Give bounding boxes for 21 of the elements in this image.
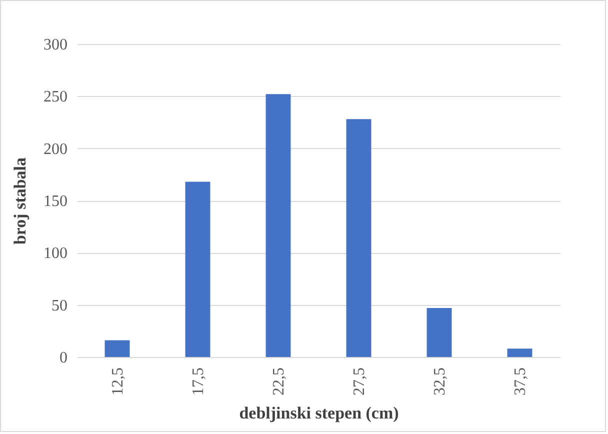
y-tick-label: 300	[44, 36, 68, 54]
x-tick-label: 12,5	[109, 368, 126, 396]
x-tick-label: 32,5	[431, 368, 448, 396]
bar	[507, 348, 532, 357]
bar	[185, 182, 210, 357]
x-tick-label: 27,5	[350, 368, 368, 396]
x-tick-label: 37,5	[512, 368, 529, 396]
bar	[266, 94, 291, 357]
y-tick-label: 200	[44, 140, 68, 158]
y-tick-label: 0	[60, 350, 68, 366]
bar	[426, 308, 452, 357]
x-tick-label: 17,5	[190, 368, 207, 396]
y-axis-title: broj stabala	[10, 156, 30, 245]
y-tick-label: 150	[44, 193, 68, 210]
bar	[104, 340, 130, 357]
y-tick-label: 250	[44, 88, 68, 106]
bar	[346, 119, 372, 357]
y-tick-label: 50	[52, 297, 68, 314]
x-tick-label: 22,5	[270, 368, 288, 396]
x-axis-title: debljinski stepen (cm)	[239, 404, 399, 422]
y-tick-label: 100	[44, 245, 68, 262]
